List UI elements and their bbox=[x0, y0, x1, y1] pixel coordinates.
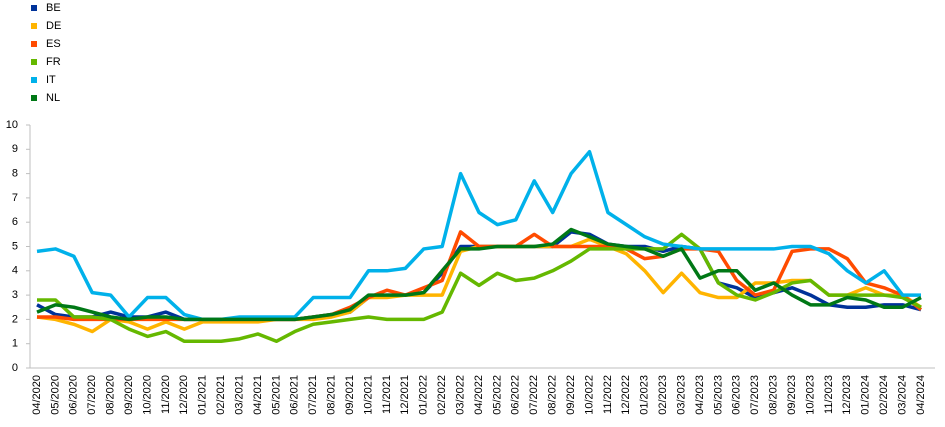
x-tick-label: 01/2024 bbox=[860, 375, 872, 415]
x-tick-label: 09/2020 bbox=[123, 375, 135, 415]
series-line bbox=[37, 230, 923, 322]
legend-swatch bbox=[31, 41, 37, 47]
series-line bbox=[36, 149, 921, 322]
x-tick-label: 04/2023 bbox=[694, 375, 706, 415]
x-tick-label: 01/2022 bbox=[418, 375, 430, 415]
x-tick-label: 05/2022 bbox=[491, 375, 503, 415]
x-tick-label: 10/2023 bbox=[804, 375, 816, 415]
y-tick-label: 1 bbox=[12, 338, 18, 350]
legend-label: FR bbox=[46, 56, 61, 68]
x-tick-label: 10/2022 bbox=[583, 375, 595, 415]
x-tick-label: 01/2021 bbox=[197, 375, 209, 415]
x-tick-label: 03/2022 bbox=[454, 375, 466, 415]
x-tick-label: 12/2022 bbox=[620, 375, 632, 415]
x-tick-label: 05/2021 bbox=[270, 375, 282, 415]
x-tick-label: 11/2023 bbox=[823, 375, 835, 414]
x-tick-label: 01/2023 bbox=[639, 375, 651, 415]
x-tick-label: 04/2020 bbox=[31, 375, 43, 415]
y-tick-label: 2 bbox=[12, 313, 18, 325]
x-tick-label: 07/2023 bbox=[749, 375, 761, 415]
x-tick-label: 05/2020 bbox=[49, 375, 61, 415]
x-tick-label: 02/2024 bbox=[878, 375, 890, 415]
x-tick-label: 04/2024 bbox=[915, 375, 927, 415]
x-tick-label: 08/2021 bbox=[326, 375, 338, 415]
x-tick-label: 07/2021 bbox=[307, 375, 319, 415]
x-tick-label: 02/2021 bbox=[215, 375, 227, 415]
x-tick-label: 07/2022 bbox=[528, 375, 540, 415]
legend-label: NL bbox=[46, 92, 60, 104]
x-tick-label: 10/2021 bbox=[362, 375, 374, 415]
legend-label: IT bbox=[46, 74, 56, 86]
x-tick-label: 06/2020 bbox=[68, 375, 80, 415]
x-tick-label: 03/2024 bbox=[896, 375, 908, 415]
x-tick-label: 12/2021 bbox=[399, 375, 411, 415]
y-tick-label: 0 bbox=[12, 362, 18, 374]
x-tick-label: 07/2020 bbox=[86, 375, 98, 415]
x-tick-label: 09/2023 bbox=[786, 375, 798, 415]
x-tick-label: 04/2022 bbox=[473, 375, 485, 415]
y-tick-label: 6 bbox=[12, 216, 18, 228]
x-tick-label: 10/2020 bbox=[141, 375, 153, 415]
x-tick-label: 12/2020 bbox=[178, 375, 190, 415]
x-tick-label: 03/2021 bbox=[233, 375, 245, 415]
x-tick-label: 02/2023 bbox=[657, 375, 669, 415]
legend-swatch bbox=[31, 77, 37, 83]
y-tick-label: 8 bbox=[12, 168, 18, 180]
x-tick-label: 12/2023 bbox=[841, 375, 853, 415]
legend-label: BE bbox=[46, 2, 61, 14]
series-line bbox=[37, 232, 922, 344]
x-tick-label: 09/2022 bbox=[565, 375, 577, 415]
y-tick-label: 9 bbox=[12, 143, 18, 155]
y-tick-label: 7 bbox=[12, 192, 18, 204]
x-tick-label: 02/2022 bbox=[436, 375, 448, 415]
x-tick-label: 04/2021 bbox=[252, 375, 264, 415]
x-tick-label: 06/2021 bbox=[289, 375, 301, 415]
y-tick-label: 3 bbox=[12, 289, 18, 301]
x-tick-label: 05/2023 bbox=[712, 375, 724, 415]
x-tick-label: 11/2020 bbox=[160, 375, 172, 414]
legend-label: ES bbox=[46, 38, 61, 50]
x-tick-label: 06/2023 bbox=[731, 375, 743, 415]
legend-swatch bbox=[31, 23, 37, 29]
x-tick-label: 08/2023 bbox=[768, 375, 780, 415]
x-tick-label: 08/2020 bbox=[105, 375, 117, 415]
y-tick-label: 10 bbox=[6, 119, 18, 131]
legend-label: DE bbox=[46, 20, 61, 32]
legend-swatch bbox=[31, 95, 37, 101]
x-tick-label: 06/2022 bbox=[510, 375, 522, 415]
x-tick-label: 11/2022 bbox=[602, 375, 614, 414]
y-tick-label: 5 bbox=[12, 240, 18, 252]
y-tick-label: 4 bbox=[12, 265, 18, 277]
legend-swatch bbox=[31, 59, 37, 65]
x-tick-label: 09/2021 bbox=[344, 375, 356, 415]
x-tick-label: 08/2022 bbox=[547, 375, 559, 415]
x-tick-label: 11/2021 bbox=[381, 375, 393, 414]
x-tick-label: 03/2023 bbox=[675, 375, 687, 415]
series-line bbox=[36, 227, 922, 322]
legend-swatch bbox=[31, 5, 37, 11]
